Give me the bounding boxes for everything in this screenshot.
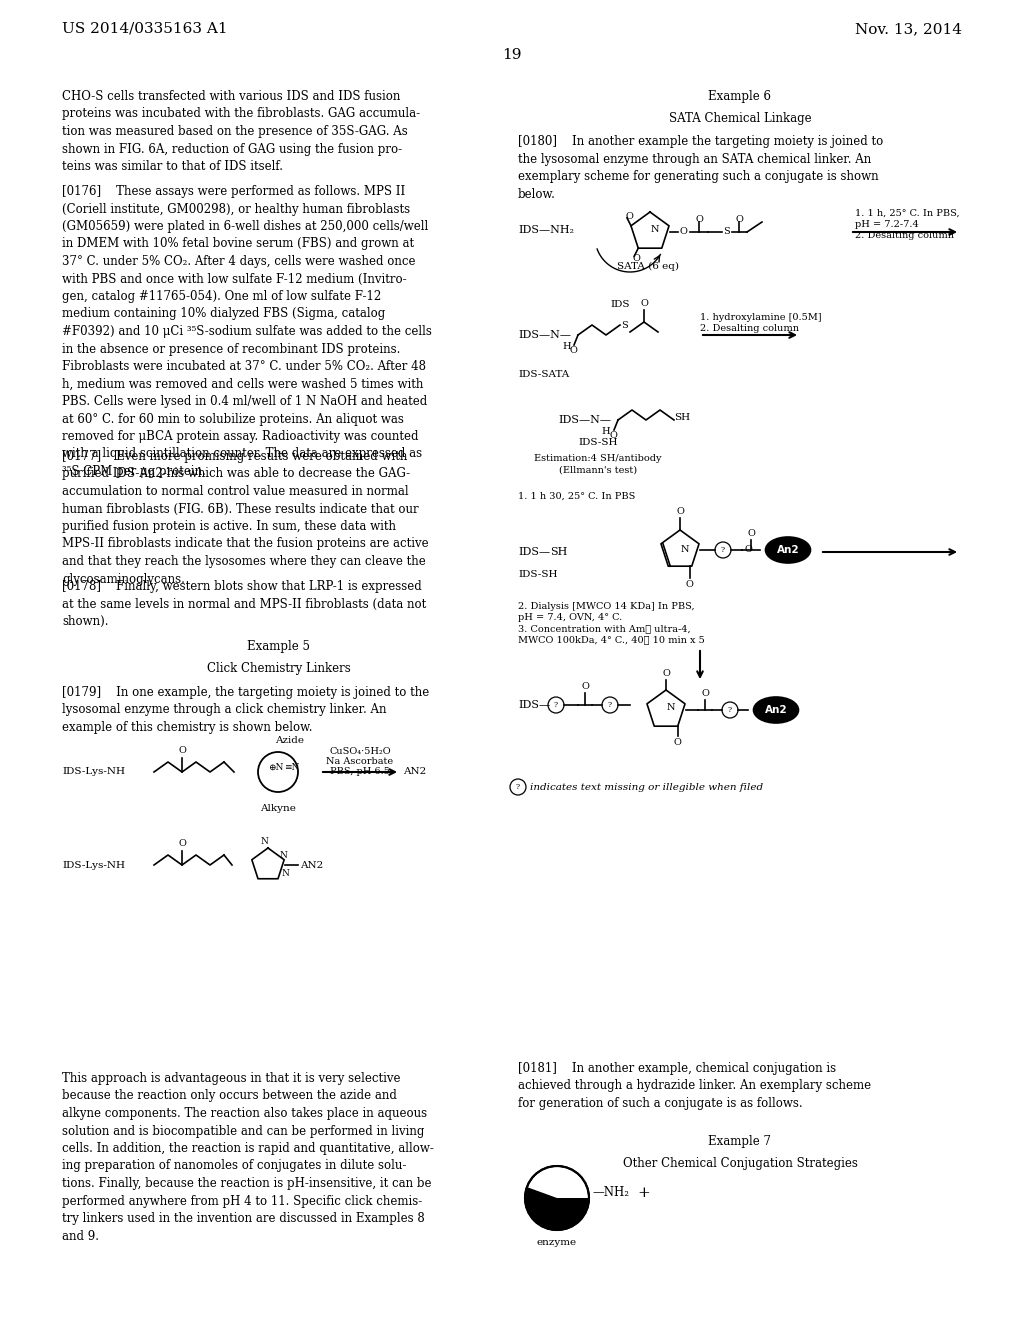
Text: SATA Chemical Linkage: SATA Chemical Linkage (669, 112, 811, 125)
Text: Azide: Azide (275, 737, 304, 744)
Text: O: O (632, 255, 640, 263)
Text: enzyme: enzyme (537, 1238, 578, 1247)
Text: ?: ? (608, 701, 612, 709)
Text: IDS—NH₂: IDS—NH₂ (518, 224, 574, 235)
Text: SH: SH (550, 546, 567, 557)
Text: CHO-S cells transfected with various IDS and IDS fusion
proteins was incubated w: CHO-S cells transfected with various IDS… (62, 90, 420, 173)
Text: O: O (178, 746, 186, 755)
Text: ?: ? (554, 701, 558, 709)
Text: (Ellmann's test): (Ellmann's test) (559, 466, 637, 475)
Text: N: N (681, 545, 689, 554)
Text: Estimation:4 SH/antibody: Estimation:4 SH/antibody (535, 454, 662, 463)
Text: ≡N: ≡N (284, 763, 299, 771)
Text: Alkyne: Alkyne (260, 804, 296, 813)
Text: 1. hydroxylamine [0.5M]: 1. hydroxylamine [0.5M] (700, 313, 821, 322)
Text: ?: ? (721, 546, 725, 554)
Text: O: O (663, 669, 670, 678)
Text: 3. Concentration with Amⓐ ultra-4,: 3. Concentration with Amⓐ ultra-4, (518, 624, 690, 634)
Text: pH = 7.4, OVN, 4° C.: pH = 7.4, OVN, 4° C. (518, 612, 623, 622)
Text: AN2: AN2 (300, 861, 324, 870)
Text: N: N (281, 869, 289, 878)
Text: 1. 1 h, 25° C. In PBS,: 1. 1 h, 25° C. In PBS, (855, 209, 959, 218)
Text: N: N (260, 837, 268, 846)
Text: IDS-SH: IDS-SH (518, 570, 557, 579)
Wedge shape (525, 1187, 589, 1230)
Text: Example 7: Example 7 (709, 1135, 771, 1148)
Text: O: O (609, 432, 616, 440)
Text: IDS-SH: IDS-SH (579, 438, 617, 447)
Ellipse shape (754, 697, 799, 723)
Text: IDS—: IDS— (518, 700, 550, 710)
Text: O: O (695, 215, 702, 224)
Text: An2: An2 (765, 705, 787, 715)
Text: AN2: AN2 (403, 767, 426, 776)
Text: O: O (674, 738, 682, 747)
Text: O: O (735, 215, 743, 224)
Text: N: N (667, 704, 675, 713)
Text: N: N (280, 850, 288, 859)
Text: IDS-Lys-NH: IDS-Lys-NH (62, 767, 125, 776)
Ellipse shape (766, 537, 811, 564)
Text: O: O (581, 682, 589, 690)
Text: US 2014/0335163 A1: US 2014/0335163 A1 (62, 22, 227, 36)
Text: 2. Desalting column: 2. Desalting column (700, 323, 799, 333)
Text: IDS—: IDS— (518, 546, 550, 557)
Text: IDS-Lys-NH: IDS-Lys-NH (62, 861, 125, 870)
Text: Nov. 13, 2014: Nov. 13, 2014 (855, 22, 962, 36)
Text: MWCO 100kDa, 4° C., 40ⓐ 10 min x 5: MWCO 100kDa, 4° C., 40ⓐ 10 min x 5 (518, 635, 705, 644)
Text: [0177]    Even more promising results were obtained with
purified IDS-An2-his wh: [0177] Even more promising results were … (62, 450, 429, 586)
Circle shape (525, 1166, 589, 1230)
Text: O: O (680, 227, 688, 236)
Text: SATA (6 eq): SATA (6 eq) (617, 261, 679, 271)
Text: IDS—N—: IDS—N— (518, 330, 571, 341)
Text: ?: ? (516, 783, 520, 791)
Text: O: O (744, 545, 752, 554)
Text: Other Chemical Conjugation Strategies: Other Chemical Conjugation Strategies (623, 1158, 857, 1170)
Text: IDS-SATA: IDS-SATA (518, 370, 569, 379)
Text: [0181]    In another example, chemical conjugation is
achieved through a hydrazi: [0181] In another example, chemical conj… (518, 1063, 871, 1110)
Text: O: O (686, 581, 693, 589)
Text: [0180]    In another example the targeting moiety is joined to
the lysosomal enz: [0180] In another example the targeting … (518, 135, 884, 201)
Text: pH = 7.2-7.4: pH = 7.2-7.4 (855, 220, 919, 228)
Text: N: N (650, 224, 659, 234)
Text: This approach is advantageous in that it is very selective
because the reaction : This approach is advantageous in that it… (62, 1072, 434, 1242)
Text: ⊕N: ⊕N (268, 763, 284, 771)
Text: An2: An2 (776, 545, 800, 554)
Text: [0179]    In one example, the targeting moiety is joined to the
lysosomal enzyme: [0179] In one example, the targeting moi… (62, 686, 429, 734)
Text: H: H (602, 426, 610, 436)
Text: O: O (748, 529, 755, 539)
Text: 1. 1 h 30, 25° C. In PBS: 1. 1 h 30, 25° C. In PBS (518, 492, 635, 502)
Text: SH: SH (674, 413, 690, 422)
Text: S: S (621, 322, 628, 330)
Text: 2. Dialysis [MWCO 14 KDa] In PBS,: 2. Dialysis [MWCO 14 KDa] In PBS, (518, 602, 694, 611)
Text: O: O (701, 689, 709, 698)
Text: O: O (178, 840, 186, 847)
Text: +: + (637, 1185, 650, 1200)
Text: Example 6: Example 6 (709, 90, 771, 103)
Text: S: S (723, 227, 730, 236)
Text: H: H (562, 342, 571, 351)
Text: indicates text missing or illegible when filed: indicates text missing or illegible when… (530, 783, 763, 792)
Text: Example 5: Example 5 (247, 640, 310, 653)
Text: [0176]    These assays were performed as follows. MPS II
(Coriell institute, GM0: [0176] These assays were performed as fo… (62, 185, 432, 478)
Text: 19: 19 (502, 48, 522, 62)
Text: O: O (676, 507, 684, 516)
Text: O: O (569, 346, 577, 355)
Text: [0178]    Finally, western blots show that LRP-1 is expressed
at the same levels: [0178] Finally, western blots show that … (62, 579, 426, 628)
Text: PBS, pH 6.5: PBS, pH 6.5 (330, 767, 390, 776)
Text: O: O (625, 211, 633, 220)
Text: ?: ? (728, 706, 732, 714)
Text: Click Chemistry Linkers: Click Chemistry Linkers (207, 663, 350, 675)
Text: Na Ascorbate: Na Ascorbate (327, 756, 393, 766)
Text: —NH₂: —NH₂ (592, 1187, 629, 1200)
Text: IDS: IDS (610, 300, 630, 309)
Text: 2. Desalting column: 2. Desalting column (855, 231, 954, 240)
Text: IDS—N—: IDS—N— (558, 414, 611, 425)
Text: O: O (640, 300, 648, 308)
Text: CuSO₄·5H₂O: CuSO₄·5H₂O (329, 747, 391, 756)
